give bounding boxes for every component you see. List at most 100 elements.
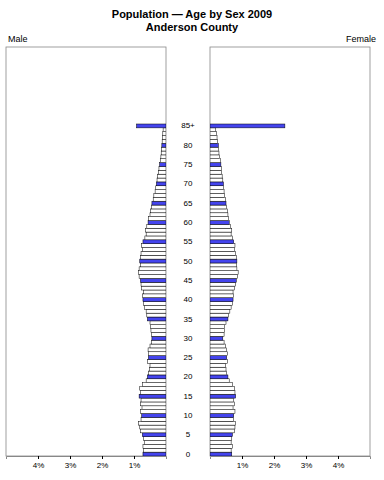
bar: [151, 332, 166, 336]
series-label: Female: [346, 34, 376, 44]
tick-label: 4%: [333, 461, 345, 470]
bar: [210, 406, 233, 410]
bar: [154, 193, 166, 197]
bar: [210, 383, 232, 387]
tick-label: 40: [184, 295, 193, 304]
bar: [141, 417, 166, 421]
bar: [210, 136, 217, 140]
tick-label: 3%: [65, 461, 77, 470]
bar: [146, 228, 166, 232]
bar: [210, 448, 231, 452]
series-label: Male: [8, 34, 28, 44]
bar: [158, 174, 166, 178]
bar: [210, 263, 236, 267]
tick: 2%: [269, 456, 281, 470]
bar: [147, 375, 166, 379]
bar: [150, 213, 166, 217]
tick-mark: [274, 456, 275, 459]
bar: [210, 275, 238, 279]
plot-frame: [6, 47, 166, 456]
bar: [146, 309, 166, 313]
tick-label: 45: [184, 276, 193, 285]
bar: [210, 267, 237, 271]
tick: 85+: [181, 121, 195, 130]
tick-label: 50: [184, 257, 193, 266]
bar: [160, 159, 166, 163]
tick-label: 80: [184, 141, 193, 150]
bar: [148, 352, 166, 356]
bar: [161, 151, 166, 155]
bar: [137, 124, 166, 128]
bar: [142, 244, 166, 248]
bar: [143, 240, 166, 244]
tick: 35: [184, 315, 193, 324]
bar: [210, 371, 227, 375]
bar: [210, 163, 221, 167]
axis-line: [188, 125, 189, 457]
tick-mark: [102, 456, 103, 459]
tick: 55: [184, 237, 193, 246]
bar: [210, 186, 223, 190]
bar: [210, 452, 232, 456]
bar: [157, 178, 166, 182]
bar: [210, 359, 227, 363]
axis-line: [7, 457, 167, 460]
tick: 4%: [333, 456, 345, 470]
bar: [210, 340, 224, 344]
bar: [210, 205, 227, 209]
bar: [210, 305, 231, 309]
tick-label: 35: [184, 315, 193, 324]
bar: [210, 433, 232, 437]
bar: [210, 244, 235, 248]
bar: [140, 278, 166, 282]
tick-mark: [38, 456, 39, 459]
bar: [138, 421, 166, 425]
bar: [210, 344, 225, 348]
tick-label: 60: [184, 218, 193, 227]
tick-mark: [134, 456, 135, 459]
bar: [140, 402, 166, 406]
bar: [210, 155, 220, 159]
bar: [160, 163, 166, 167]
bar: [142, 414, 166, 418]
bar: [150, 344, 166, 348]
bar: [210, 251, 236, 255]
bar: [156, 186, 166, 190]
bar: [163, 128, 166, 132]
tick: 3%: [301, 456, 313, 470]
x-axis: 1%2%3%4%: [7, 456, 167, 470]
tick-label: 20: [184, 372, 193, 381]
bar: [147, 224, 166, 228]
bar: [144, 290, 166, 294]
tick-mark: [338, 456, 339, 459]
bar: [210, 217, 229, 221]
bar: [140, 390, 166, 394]
bar: [210, 190, 224, 194]
bar: [210, 294, 234, 298]
tick-label: 75: [184, 160, 193, 169]
bar: [210, 224, 230, 228]
bar: [210, 394, 236, 398]
bar: [210, 278, 236, 282]
bar: [141, 398, 166, 402]
bar: [139, 267, 166, 271]
bar: [149, 217, 166, 221]
tick: 30: [184, 334, 193, 343]
bar: [152, 201, 166, 205]
bar: [210, 282, 236, 286]
bar: [210, 182, 223, 186]
bar: [144, 437, 166, 441]
tick: 60: [184, 218, 193, 227]
chart: Population — Age by Sex 2009Anderson Cou…: [0, 0, 384, 480]
bar: [210, 259, 237, 263]
bar: [210, 240, 234, 244]
tick: 1%: [237, 456, 249, 470]
tick-label: 2%: [269, 461, 281, 470]
bar: [210, 174, 222, 178]
tick: 20: [184, 372, 193, 381]
bar: [210, 437, 232, 441]
bar: [146, 379, 166, 383]
bar: [162, 143, 166, 147]
bar: [210, 402, 234, 406]
bar: [144, 305, 166, 309]
